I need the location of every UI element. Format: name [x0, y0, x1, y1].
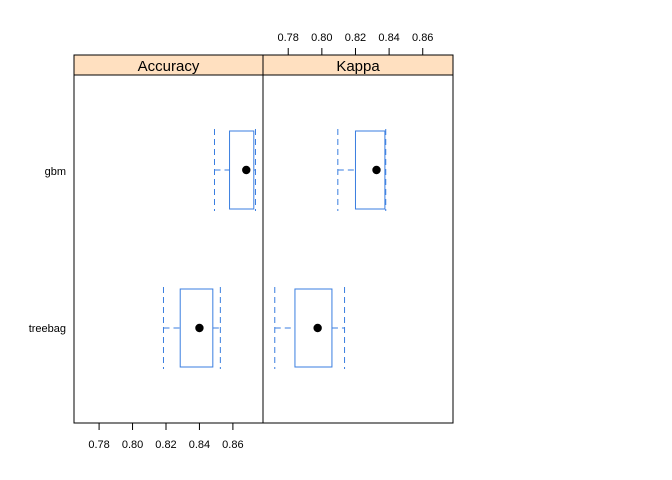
accuracy-x-tick-label-4: 0.86 — [222, 439, 243, 451]
accuracy-x-tick-label-1: 0.80 — [122, 439, 143, 451]
panel-accuracy-x-axis: 0.78 0.80 0.82 0.84 0.86 — [88, 423, 244, 451]
kappa-gbm-box — [354, 130, 386, 210]
accuracy-gbm-box — [229, 130, 255, 210]
accuracy-treebag-median-point — [195, 323, 204, 333]
accuracy-x-tick-label-3: 0.84 — [189, 439, 210, 451]
kappa-x-tick-label-2: 0.82 — [345, 32, 366, 44]
kappa-x-tick-label-1: 0.80 — [311, 32, 332, 44]
panel-kappa-title: Kappa — [336, 58, 380, 75]
kappa-treebag-box — [294, 288, 333, 368]
panel-kappa-x-axis: 0.78 0.80 0.82 0.84 0.86 — [278, 32, 433, 55]
category-label-treebag: treebag — [29, 323, 66, 335]
accuracy-treebag-box — [179, 288, 214, 368]
panel-kappa-boxes — [274, 129, 387, 369]
accuracy-x-tick-label-2: 0.82 — [155, 439, 176, 451]
y-axis: gbm treebag — [29, 166, 66, 335]
panel-kappa-frame — [262, 74, 454, 424]
kappa-x-tick-label-0: 0.78 — [278, 32, 299, 44]
panel-accuracy-frame — [73, 74, 264, 424]
category-label-gbm: gbm — [45, 166, 66, 178]
kappa-x-tick-label-4: 0.86 — [412, 32, 433, 44]
kappa-treebag-median-point — [313, 323, 322, 333]
panel-accuracy-title: Accuracy — [138, 58, 200, 75]
panel-kappa: Kappa 0.78 0.80 0.82 0.84 0.86 — [262, 32, 454, 424]
accuracy-gbm-median-point — [242, 165, 251, 175]
panel-accuracy-boxes — [162, 129, 256, 369]
accuracy-x-tick-label-0: 0.78 — [88, 439, 109, 451]
kappa-gbm-median-point — [372, 165, 381, 175]
panel-accuracy: Accuracy 0.78 0.80 0.82 0.84 0.86 — [73, 54, 264, 451]
kappa-x-tick-label-3: 0.84 — [378, 32, 399, 44]
